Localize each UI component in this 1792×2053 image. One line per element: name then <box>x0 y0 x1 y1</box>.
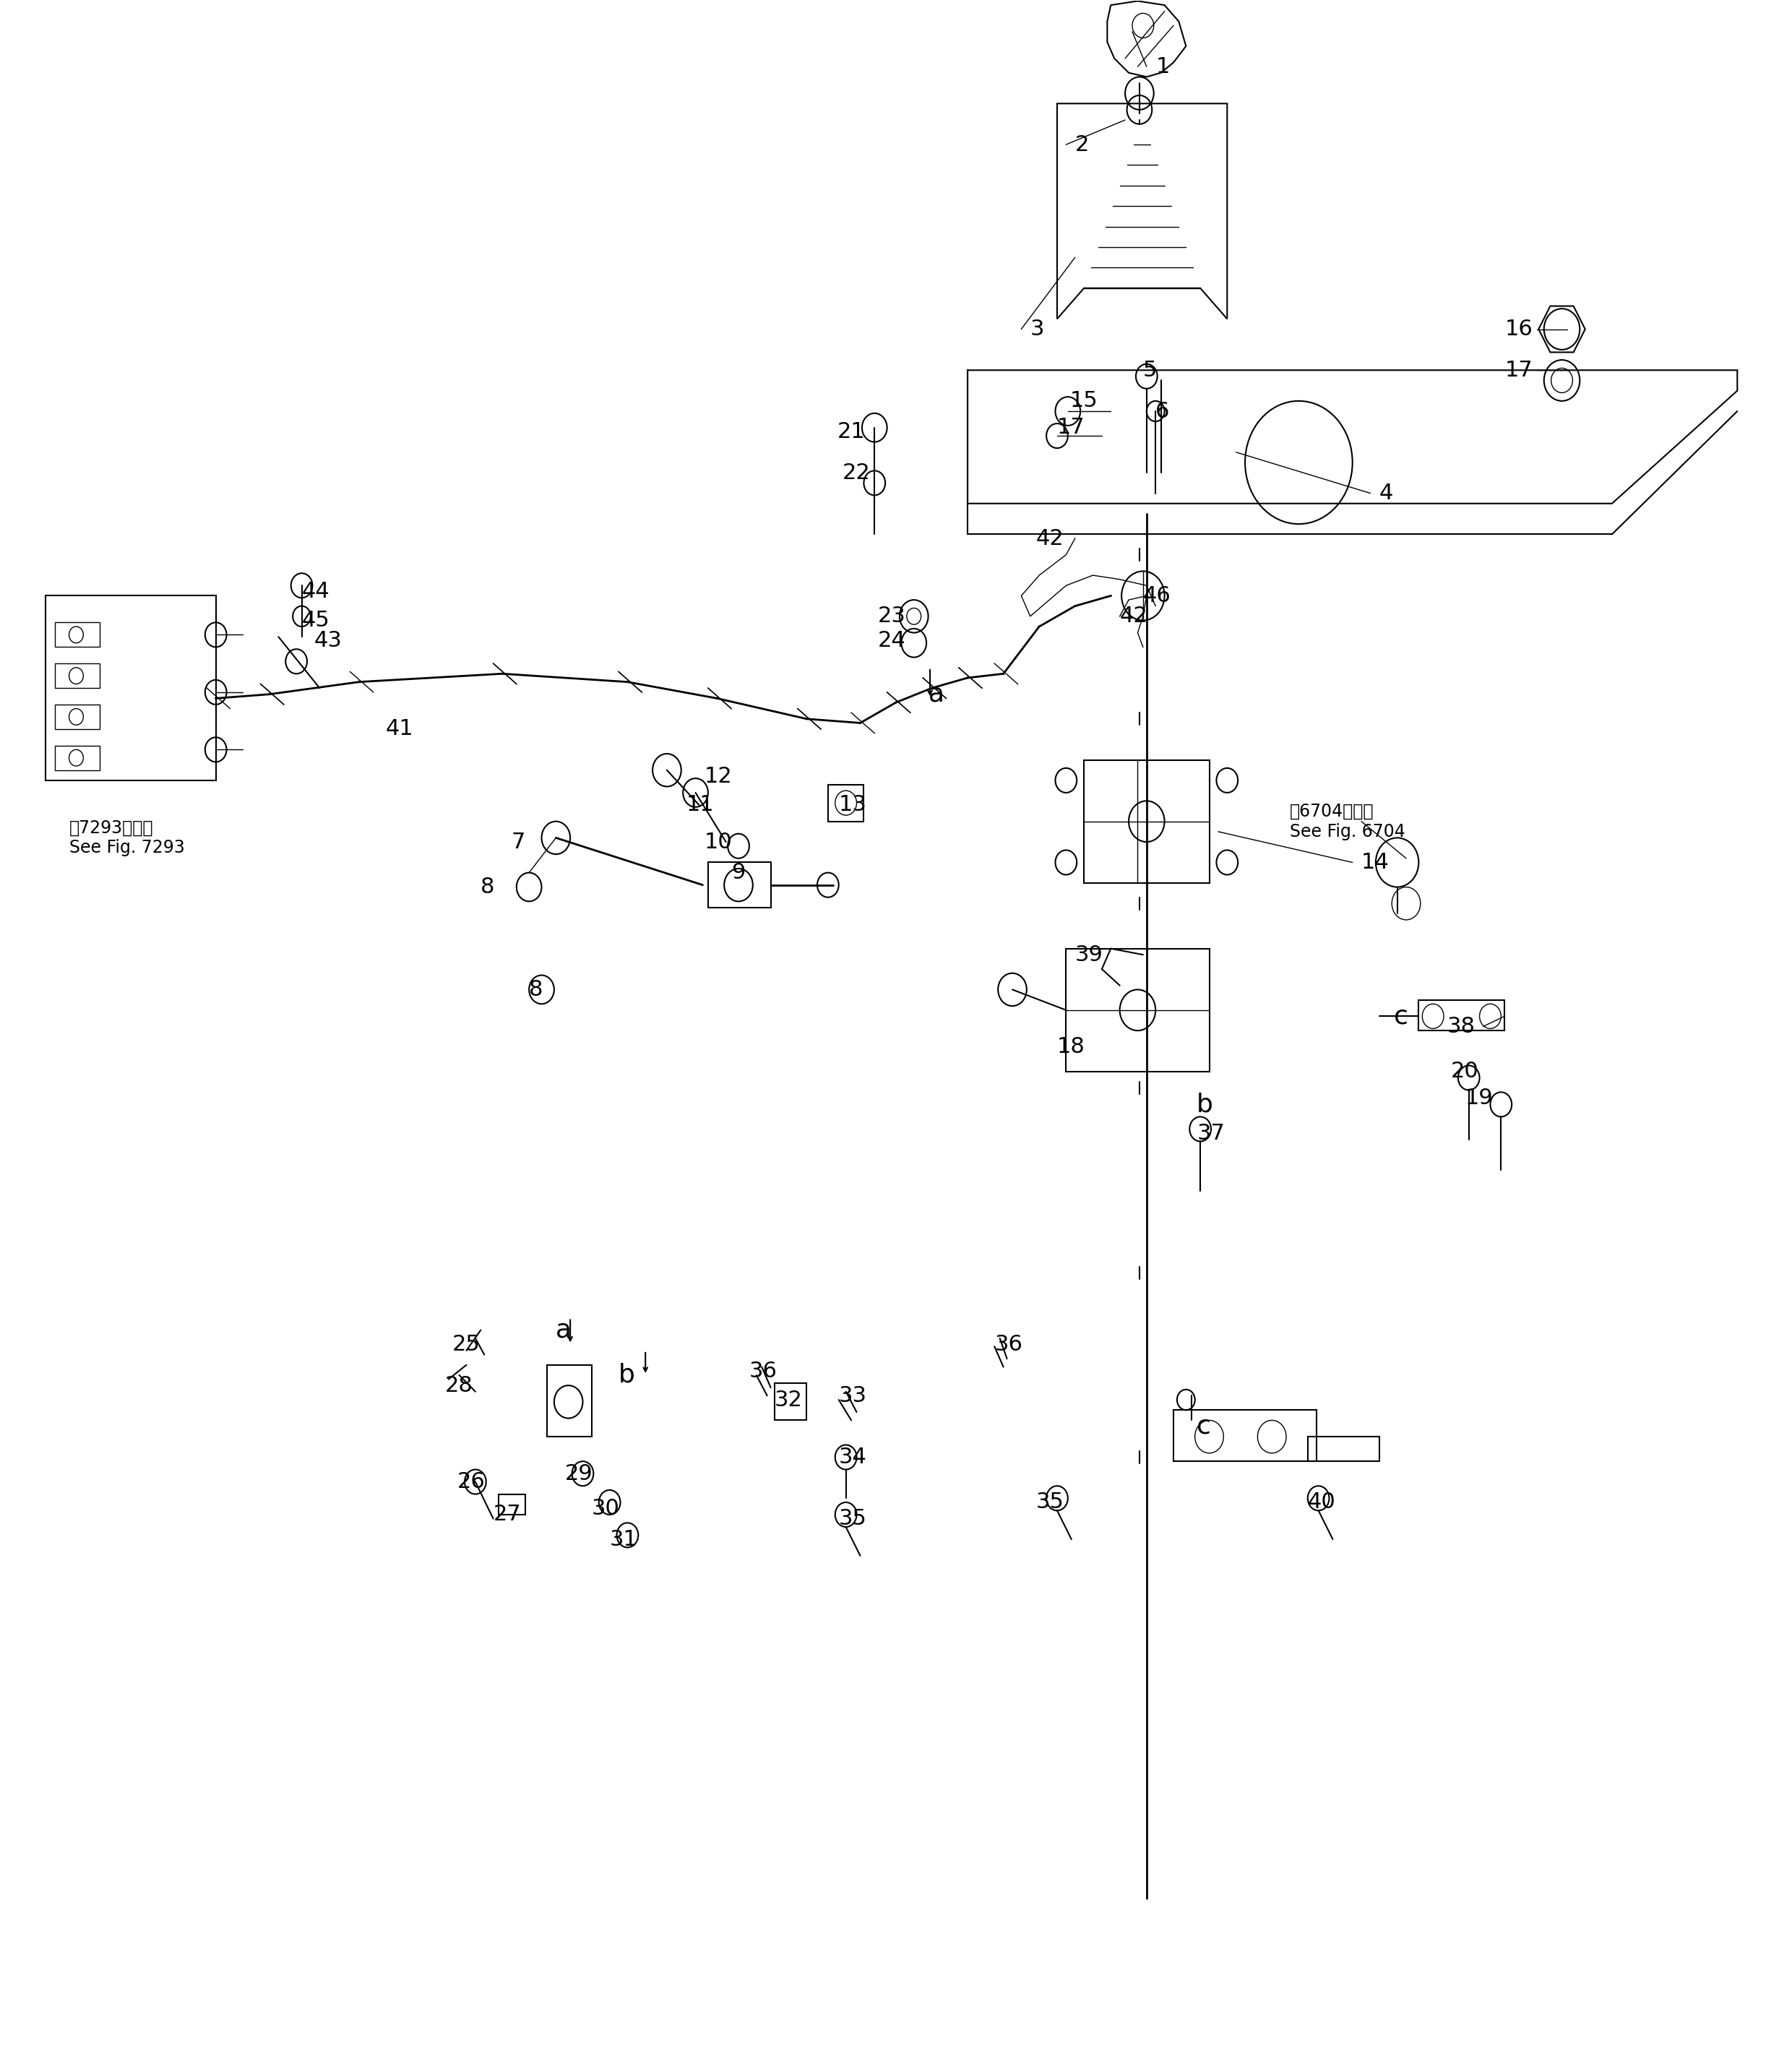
Text: 28: 28 <box>444 1376 473 1396</box>
Text: 15: 15 <box>1070 390 1098 411</box>
Text: 13: 13 <box>839 795 867 815</box>
Bar <box>708 862 771 907</box>
Text: 17: 17 <box>1505 359 1532 380</box>
Bar <box>56 745 99 770</box>
Text: 42: 42 <box>1120 606 1147 626</box>
Text: 3: 3 <box>1030 318 1045 339</box>
Text: 24: 24 <box>878 630 907 651</box>
Bar <box>498 1495 525 1515</box>
Text: 36: 36 <box>749 1361 778 1382</box>
Text: 44: 44 <box>301 581 330 602</box>
Text: a: a <box>928 682 944 706</box>
Bar <box>1308 1437 1380 1462</box>
Text: 17: 17 <box>1057 417 1086 437</box>
Text: 2: 2 <box>1075 133 1090 156</box>
Bar <box>547 1365 591 1437</box>
Text: 37: 37 <box>1197 1123 1224 1144</box>
Text: 20: 20 <box>1452 1061 1478 1082</box>
Text: 1: 1 <box>1156 55 1170 78</box>
Text: 36: 36 <box>995 1334 1023 1355</box>
Bar <box>56 622 99 647</box>
Text: 19: 19 <box>1466 1088 1493 1109</box>
Text: 45: 45 <box>301 610 330 630</box>
Text: c: c <box>1394 1004 1409 1029</box>
Text: 34: 34 <box>839 1447 867 1468</box>
Text: 31: 31 <box>609 1529 638 1550</box>
Text: 29: 29 <box>564 1464 593 1484</box>
Text: 41: 41 <box>385 719 414 739</box>
Text: 10: 10 <box>704 831 733 852</box>
Text: b: b <box>1197 1092 1213 1117</box>
Text: 8: 8 <box>529 979 543 1000</box>
Text: 32: 32 <box>774 1390 803 1410</box>
Text: 35: 35 <box>1036 1493 1064 1513</box>
Bar <box>47 595 215 780</box>
Text: 38: 38 <box>1448 1016 1475 1037</box>
Text: 第6704図参照
See Fig. 6704: 第6704図参照 See Fig. 6704 <box>1290 803 1405 840</box>
Text: 46: 46 <box>1143 585 1170 606</box>
Text: 40: 40 <box>1308 1493 1335 1513</box>
Text: 12: 12 <box>704 766 733 786</box>
Text: 39: 39 <box>1075 944 1104 965</box>
Text: 42: 42 <box>1036 528 1064 548</box>
Bar <box>1066 948 1210 1072</box>
Bar <box>828 784 864 821</box>
Text: 43: 43 <box>314 630 342 651</box>
Text: 25: 25 <box>452 1334 480 1355</box>
Text: 第7293図参照
See Fig. 7293: 第7293図参照 See Fig. 7293 <box>70 819 185 856</box>
Text: 33: 33 <box>839 1386 867 1406</box>
Text: 4: 4 <box>1380 482 1394 503</box>
Bar <box>774 1384 806 1421</box>
Text: 23: 23 <box>878 606 907 626</box>
Text: c: c <box>1197 1415 1211 1439</box>
Bar <box>1174 1410 1317 1462</box>
Text: 6: 6 <box>1156 400 1170 421</box>
Text: 7: 7 <box>511 831 525 852</box>
Bar <box>56 663 99 688</box>
Text: 18: 18 <box>1057 1037 1086 1057</box>
Text: 22: 22 <box>842 462 871 482</box>
Bar <box>1084 760 1210 883</box>
Text: 16: 16 <box>1505 318 1532 339</box>
Text: b: b <box>618 1363 634 1388</box>
Text: 11: 11 <box>686 795 715 815</box>
Text: 8: 8 <box>480 877 495 897</box>
Bar <box>1419 1000 1505 1031</box>
Text: 14: 14 <box>1362 852 1389 873</box>
Text: 5: 5 <box>1143 359 1158 380</box>
Text: 21: 21 <box>837 421 866 441</box>
Text: 9: 9 <box>731 862 745 883</box>
Text: 35: 35 <box>839 1509 867 1529</box>
Text: 27: 27 <box>493 1505 521 1525</box>
Bar <box>56 704 99 729</box>
Text: a: a <box>556 1318 572 1343</box>
Text: 26: 26 <box>457 1472 486 1493</box>
Text: 30: 30 <box>591 1499 620 1519</box>
